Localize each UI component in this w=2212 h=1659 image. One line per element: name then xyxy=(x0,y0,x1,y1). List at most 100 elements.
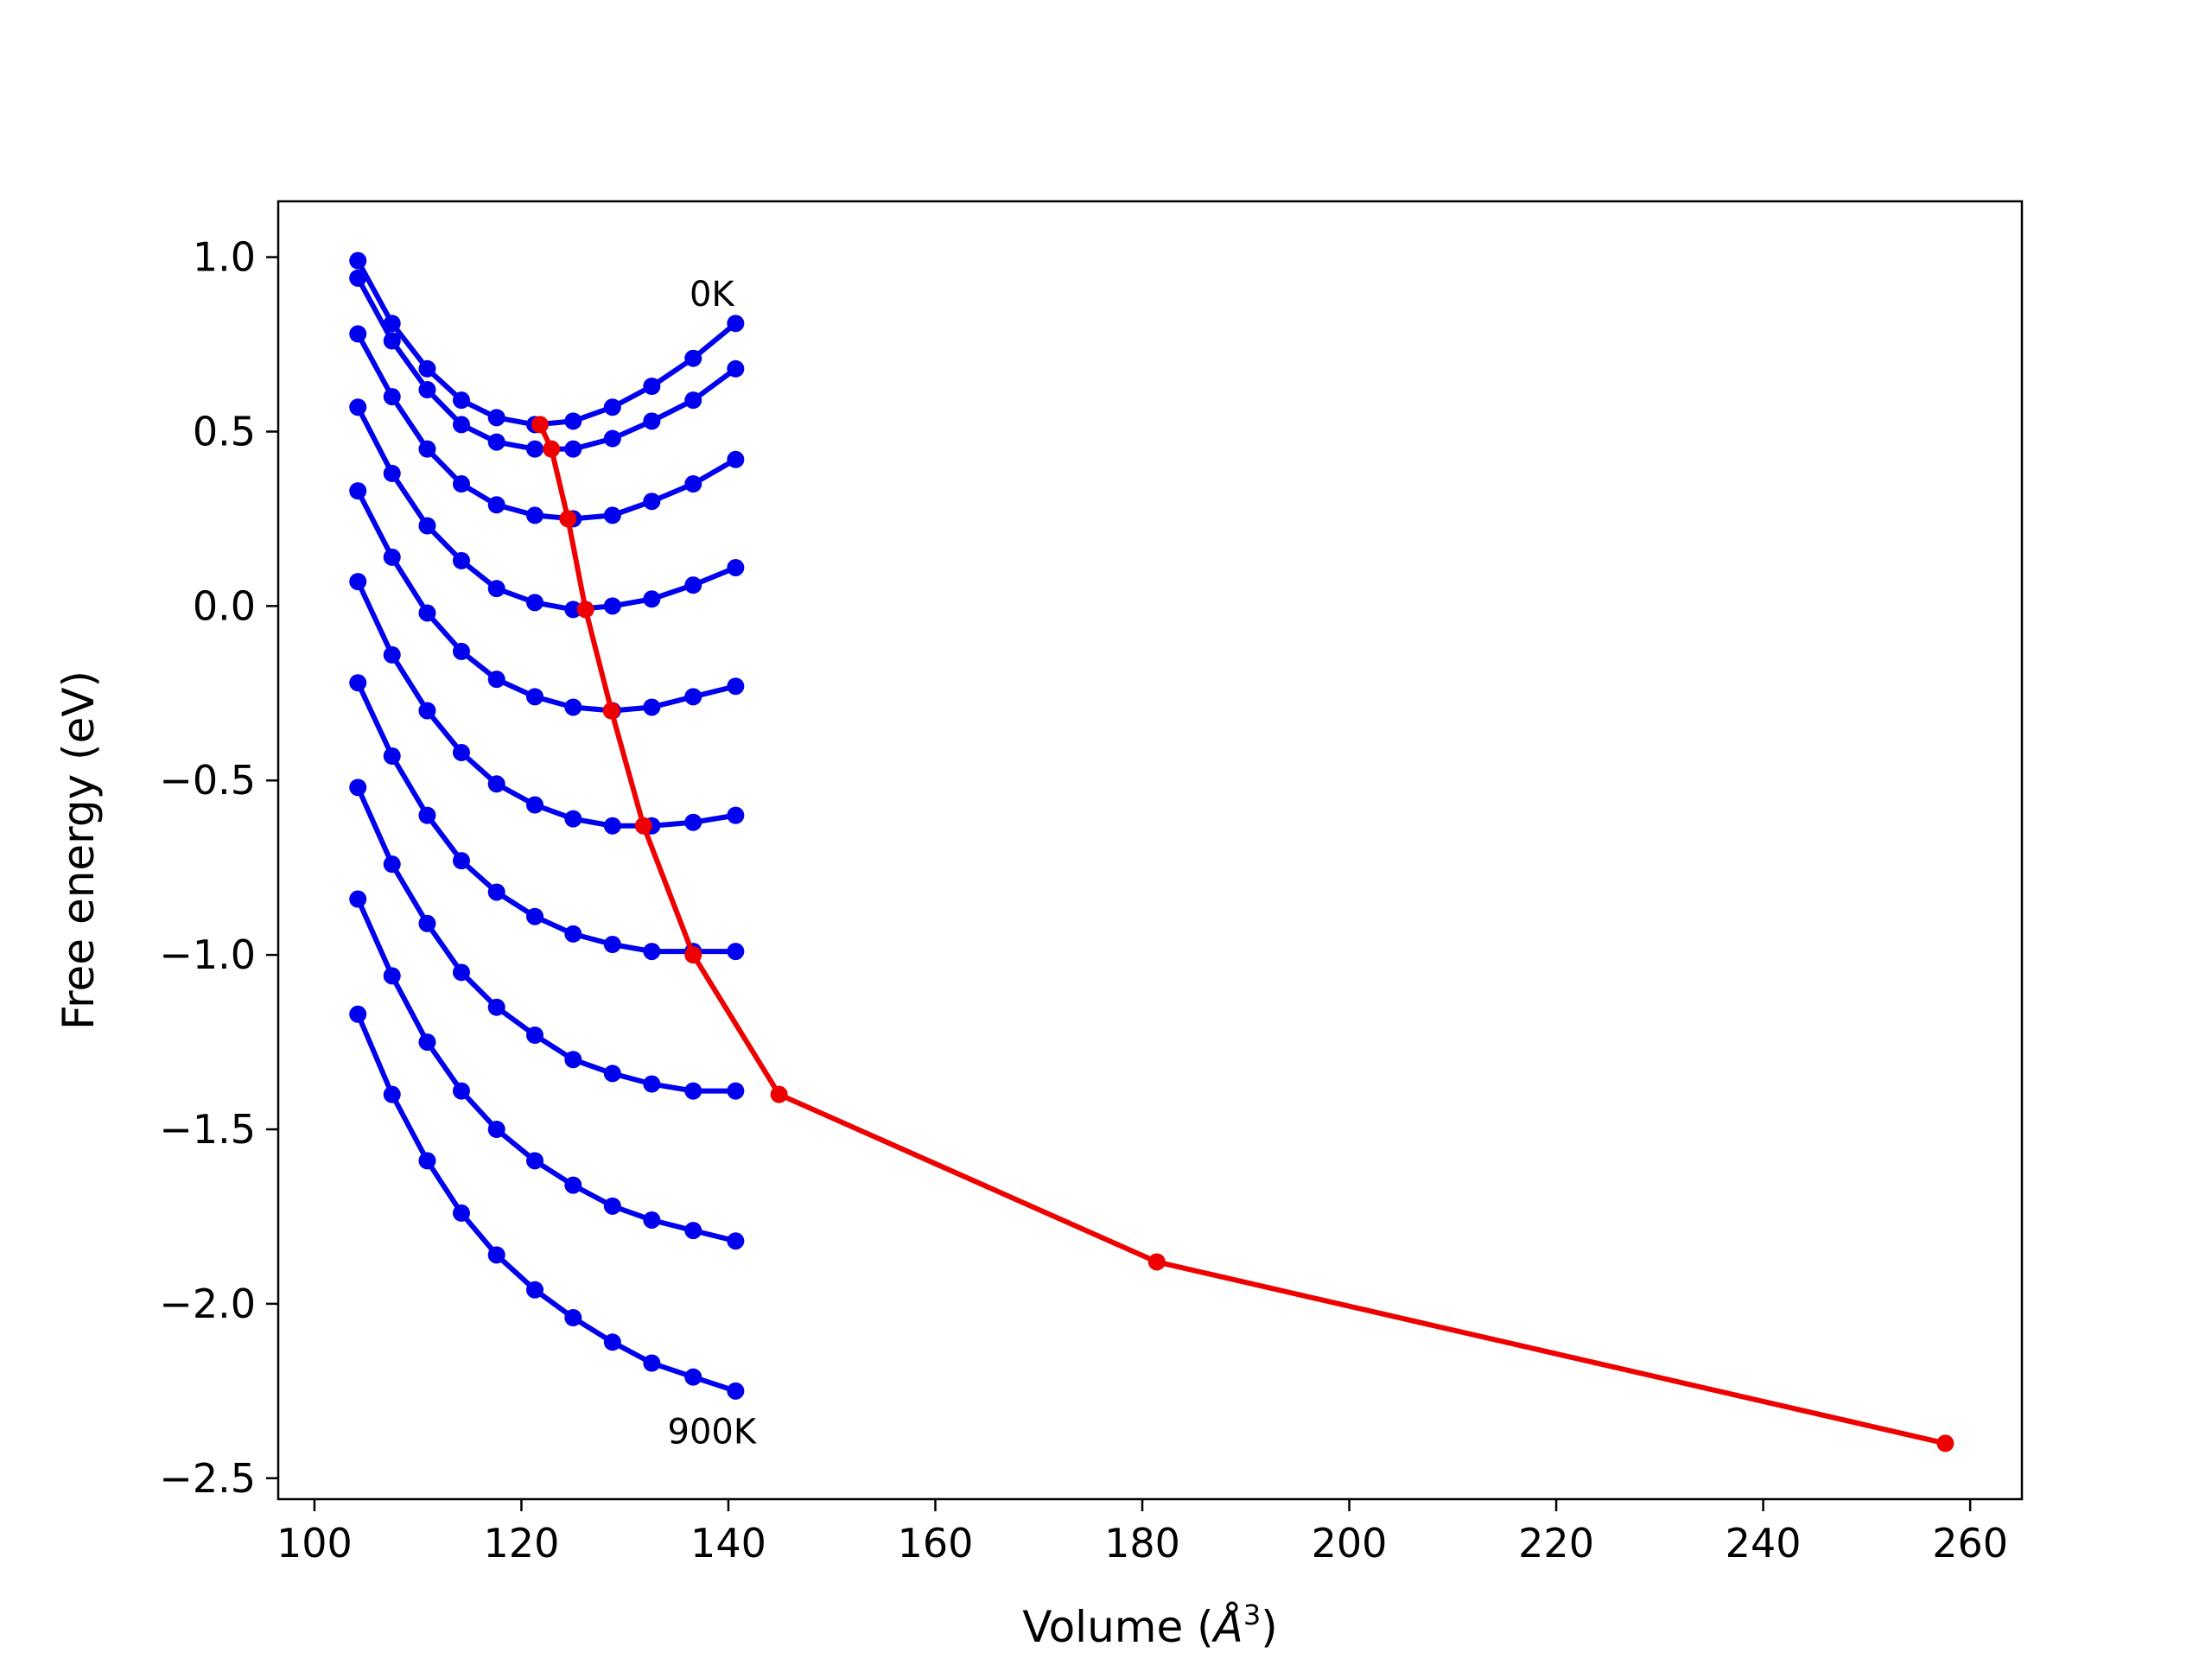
curve-point xyxy=(349,398,367,416)
curve-point xyxy=(418,359,436,378)
curve-point xyxy=(383,645,401,664)
x-tick-label: 140 xyxy=(690,1520,766,1567)
curve-point xyxy=(564,810,582,828)
annotations: 0K 900K xyxy=(668,275,758,1452)
curve-point xyxy=(487,671,505,689)
curve-point xyxy=(349,890,367,908)
curve-point xyxy=(727,1232,745,1250)
curve-point xyxy=(526,1152,544,1170)
x-tick-label: 100 xyxy=(276,1520,353,1567)
x-tick-label: 160 xyxy=(898,1520,974,1567)
y-tick-label: −2.5 xyxy=(159,1455,256,1502)
y-tick-label: −1.0 xyxy=(159,931,256,978)
curve-point xyxy=(564,412,582,430)
curve-point xyxy=(564,1176,582,1194)
curve-point xyxy=(383,464,401,482)
y-tick-label: −0.5 xyxy=(159,757,256,804)
x-tick-label: 240 xyxy=(1726,1520,1802,1567)
curve-point xyxy=(603,398,621,416)
axes-frame xyxy=(276,200,2024,1501)
curve-point xyxy=(452,743,470,761)
minimum-line xyxy=(537,423,1947,1446)
curve-point xyxy=(383,747,401,765)
curve-point xyxy=(452,1082,470,1100)
curve-point xyxy=(418,440,436,458)
curve-point xyxy=(564,698,582,716)
curve-point xyxy=(418,604,436,622)
curve-point xyxy=(684,1082,702,1100)
curve-point xyxy=(349,1005,367,1023)
curve-point xyxy=(727,359,745,378)
curve-point xyxy=(603,506,621,524)
curve-point xyxy=(727,1382,745,1400)
x-axis-label-text: Volume xyxy=(1022,1602,1183,1652)
y-axis: 1.0 0.5 0.0 −0.5 −1.0 −1.5 −2.0 −2.5 xyxy=(159,234,278,1502)
minimum-point xyxy=(543,440,561,458)
curve-2 xyxy=(349,269,745,458)
curve-point xyxy=(383,548,401,566)
curve-point xyxy=(603,429,621,448)
x-tick-label: 220 xyxy=(1518,1520,1594,1567)
curve-point xyxy=(349,325,367,343)
curve-point xyxy=(418,702,436,720)
curve-point xyxy=(452,963,470,982)
curve-point xyxy=(526,594,544,612)
curve-point xyxy=(349,779,367,797)
curve-point xyxy=(487,883,505,901)
x-axis-label-unit: Å xyxy=(1211,1602,1243,1652)
curve-point xyxy=(727,943,745,961)
curve-point xyxy=(603,1333,621,1351)
curve-point xyxy=(603,936,621,954)
curve-point xyxy=(383,1085,401,1103)
curve-point xyxy=(526,796,544,814)
curve-4 xyxy=(349,398,745,619)
curve-point xyxy=(487,580,505,598)
curve-point xyxy=(603,597,621,615)
curve-point xyxy=(383,332,401,350)
minimum-point xyxy=(559,510,577,528)
curve-point xyxy=(564,601,582,619)
minimum-series xyxy=(531,416,1955,1452)
curve-point xyxy=(349,674,367,692)
curve-point xyxy=(349,251,367,270)
curve-point xyxy=(727,450,745,468)
curve-point xyxy=(487,1246,505,1264)
y-tick-label: 1.0 xyxy=(193,234,256,281)
curve-point xyxy=(603,817,621,835)
curve-3 xyxy=(349,325,745,528)
curve-point xyxy=(452,852,470,870)
x-axis-label: Volume (Å3) xyxy=(1022,1599,1277,1652)
curve-point xyxy=(727,806,745,824)
x-axis-label-open: ( xyxy=(1183,1602,1213,1652)
minimum-point xyxy=(1147,1253,1166,1271)
curve-point xyxy=(643,943,661,961)
curve-point xyxy=(684,1368,702,1386)
curve-point xyxy=(452,551,470,569)
x-tick-label: 260 xyxy=(1932,1520,2008,1567)
curve-point xyxy=(643,1075,661,1093)
curve-point xyxy=(487,496,505,514)
curve-point xyxy=(452,416,470,434)
curve-5 xyxy=(349,482,745,720)
curve-point xyxy=(487,409,505,427)
curve-point xyxy=(418,914,436,932)
curve-point xyxy=(564,925,582,943)
minimum-point xyxy=(531,416,549,434)
curve-point xyxy=(727,315,745,333)
curve-point xyxy=(487,998,505,1016)
curve-10 xyxy=(349,1005,745,1400)
curve-point xyxy=(383,855,401,874)
x-tick-label: 120 xyxy=(484,1520,560,1567)
curve-point xyxy=(684,1222,702,1240)
curve-point xyxy=(684,349,702,367)
curve-point xyxy=(418,806,436,824)
curve-point xyxy=(452,1204,470,1222)
minimum-point xyxy=(576,601,594,619)
curve-point xyxy=(603,1065,621,1083)
curve-point xyxy=(418,517,436,535)
x-axis-label-exponent: 3 xyxy=(1243,1599,1261,1631)
minimum-point xyxy=(1936,1434,1955,1452)
curve-point xyxy=(684,391,702,410)
